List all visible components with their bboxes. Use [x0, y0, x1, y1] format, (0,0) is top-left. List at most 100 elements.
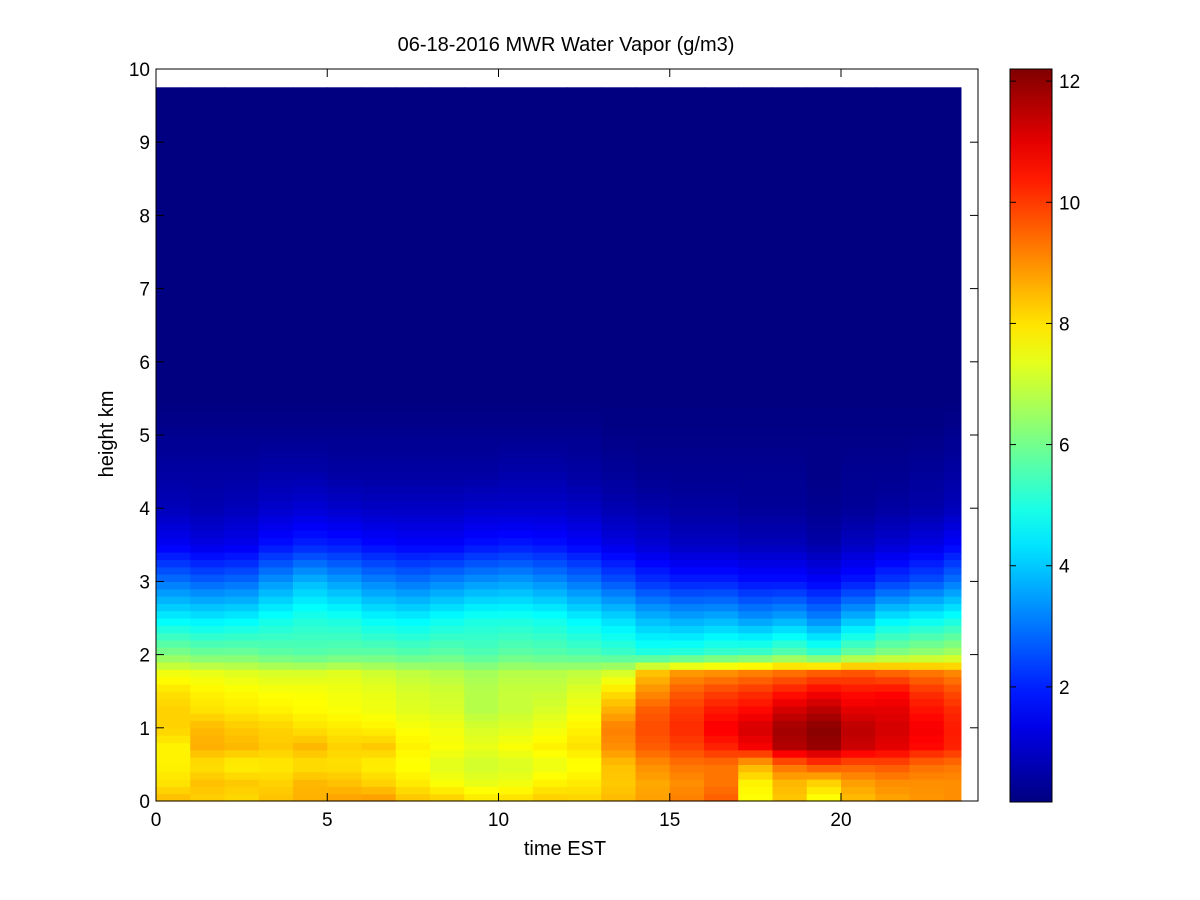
- heatmap-cell: [258, 654, 294, 663]
- heatmap-cell: [327, 786, 363, 795]
- heatmap-cell: [258, 588, 294, 597]
- heatmap-cell: [567, 244, 602, 253]
- heatmap-cell: [704, 639, 739, 648]
- heatmap-cell: [704, 676, 739, 685]
- heatmap-cell: [806, 193, 842, 202]
- heatmap-cell: [361, 171, 397, 180]
- heatmap-cell: [156, 464, 191, 473]
- heatmap-cell: [601, 478, 637, 487]
- heatmap-cell: [738, 208, 774, 216]
- heatmap-cell: [806, 332, 842, 341]
- heatmap-cell: [430, 252, 465, 260]
- heatmap-cell: [875, 339, 911, 348]
- heatmap-cell: [772, 442, 808, 451]
- heatmap-cell: [704, 522, 739, 531]
- heatmap-cell: [224, 281, 260, 290]
- heatmap-cell: [841, 749, 876, 758]
- heatmap-cell: [635, 200, 671, 209]
- heatmap-cell: [567, 515, 602, 524]
- heatmap-cell: [395, 793, 431, 802]
- heatmap-cell: [909, 669, 945, 678]
- heatmap-cell: [806, 625, 842, 634]
- heatmap-cell: [909, 376, 945, 385]
- heatmap-cell: [567, 537, 602, 546]
- heatmap-cell: [841, 625, 876, 634]
- heatmap-cell: [635, 193, 671, 202]
- heatmap-cell: [190, 427, 226, 436]
- heatmap-cell: [464, 632, 500, 641]
- heatmap-cell: [156, 618, 191, 626]
- heatmap-cell: [567, 786, 602, 795]
- heatmap-cell: [806, 596, 842, 604]
- colorbar-tick-label: 12: [1059, 72, 1080, 93]
- heatmap-cell: [806, 164, 842, 173]
- heatmap-cell: [943, 120, 962, 129]
- heatmap-cell: [601, 413, 637, 421]
- heatmap-cell: [943, 178, 962, 187]
- heatmap-cell: [601, 127, 637, 136]
- heatmap-cell: [532, 757, 568, 765]
- heatmap-cell: [669, 266, 705, 275]
- heatmap-cell: [258, 112, 294, 121]
- heatmap-cell: [772, 303, 808, 312]
- heatmap-cell: [224, 200, 260, 209]
- heatmap-cell: [464, 281, 500, 290]
- heatmap-cell: [156, 764, 191, 773]
- heatmap-cell: [704, 332, 739, 341]
- heatmap-cell: [669, 574, 705, 582]
- heatmap-cell: [361, 156, 397, 165]
- heatmap-cell: [464, 749, 500, 758]
- heatmap-cell: [327, 193, 363, 202]
- heatmap-cell: [806, 237, 842, 246]
- heatmap-cell: [875, 193, 911, 202]
- heatmap-cell: [669, 720, 705, 729]
- heatmap-cell: [841, 493, 876, 502]
- heatmap-cell: [601, 288, 637, 297]
- heatmap-cell: [669, 757, 705, 765]
- heatmap-cell: [841, 413, 876, 421]
- heatmap-cell: [704, 442, 739, 451]
- heatmap-cell: [258, 566, 294, 575]
- heatmap-cell: [464, 786, 500, 795]
- heatmap-cell: [224, 252, 260, 260]
- heatmap-cell: [704, 112, 739, 121]
- heatmap-cell: [567, 566, 602, 575]
- heatmap-cell: [395, 522, 431, 531]
- heatmap-cell: [430, 676, 465, 685]
- heatmap-cell: [532, 156, 568, 165]
- heatmap-cell: [669, 215, 705, 224]
- heatmap-cell: [327, 698, 363, 707]
- heatmap-cell: [464, 493, 500, 502]
- heatmap-cell: [806, 464, 842, 473]
- heatmap-cell: [909, 325, 945, 334]
- heatmap-cell: [293, 720, 328, 729]
- heatmap-cell: [327, 295, 363, 304]
- heatmap-cell: [361, 596, 397, 604]
- heatmap-cell: [464, 691, 500, 700]
- heatmap-cell: [190, 456, 226, 465]
- heatmap-cell: [601, 142, 637, 151]
- heatmap-cell: [327, 391, 363, 399]
- heatmap-cell: [635, 237, 671, 246]
- heatmap-cell: [190, 676, 226, 685]
- heatmap-cell: [498, 449, 534, 458]
- heatmap-cell: [738, 522, 774, 531]
- heatmap-cell: [156, 713, 191, 722]
- heatmap-cell: [464, 530, 500, 539]
- heatmap-cell: [532, 90, 568, 99]
- heatmap-cell: [498, 669, 534, 678]
- heatmap-cell: [293, 288, 328, 297]
- heatmap-cell: [532, 252, 568, 260]
- heatmap-cell: [156, 647, 191, 656]
- heatmap-cell: [532, 456, 568, 465]
- heatmap-cell: [224, 574, 260, 582]
- heatmap-cell: [190, 347, 226, 356]
- heatmap-cell: [943, 398, 962, 407]
- heatmap-cell: [430, 427, 465, 436]
- heatmap-cell: [669, 383, 705, 392]
- heatmap-cell: [258, 596, 294, 604]
- heatmap-cell: [635, 420, 671, 429]
- heatmap-cell: [361, 456, 397, 465]
- heatmap-cell: [601, 661, 637, 670]
- heatmap-cell: [635, 537, 671, 546]
